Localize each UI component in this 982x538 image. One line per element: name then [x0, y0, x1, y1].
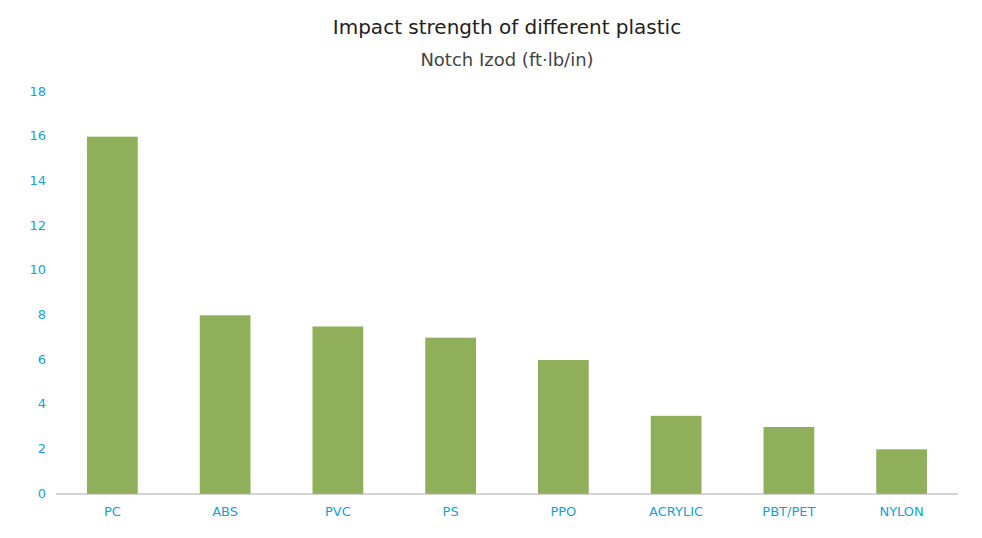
- x-tick-label: PPO: [550, 504, 576, 519]
- y-tick-label: 18: [29, 84, 46, 99]
- y-tick-label: 4: [38, 396, 46, 411]
- y-tick-label: 16: [29, 128, 46, 143]
- chart-container: Impact strength of different plastic Notc…: [0, 0, 982, 538]
- bar: [425, 338, 476, 494]
- y-tick-label: 8: [38, 307, 46, 322]
- y-tick-label: 0: [38, 486, 46, 501]
- title: Impact strength of different plastic: [333, 15, 681, 39]
- bars: [87, 137, 927, 494]
- bar: [313, 327, 364, 495]
- x-axis: PC ABS PVC PS PPO ACRYLIC PBT/PET NYLON: [104, 504, 924, 519]
- bar: [538, 360, 589, 494]
- y-tick-label: 12: [29, 218, 46, 233]
- x-tick-label: NYLON: [879, 504, 923, 519]
- x-tick-label: PC: [104, 504, 121, 519]
- bar: [200, 315, 251, 494]
- bar: [87, 137, 138, 494]
- subtitle: Notch Izod (ft·lb/in): [420, 49, 593, 70]
- x-tick-label: ABS: [212, 504, 238, 519]
- y-tick-label: 14: [29, 173, 46, 188]
- y-tick-label: 10: [29, 262, 46, 277]
- bar: [764, 427, 815, 494]
- bar: [876, 449, 927, 494]
- x-tick-label: PVC: [325, 504, 351, 519]
- y-tick-label: 6: [38, 352, 46, 367]
- x-tick-label: PBT/PET: [762, 504, 815, 519]
- y-axis: 0 2 4 6 8 10 12 14 16 18: [29, 84, 46, 501]
- y-tick-label: 2: [38, 441, 46, 456]
- x-axis-line: [56, 494, 958, 495]
- chart-svg: Impact strength of different plastic Notc…: [0, 0, 982, 538]
- x-tick-label: ACRYLIC: [649, 504, 703, 519]
- x-tick-label: PS: [443, 504, 459, 519]
- bar: [651, 416, 702, 494]
